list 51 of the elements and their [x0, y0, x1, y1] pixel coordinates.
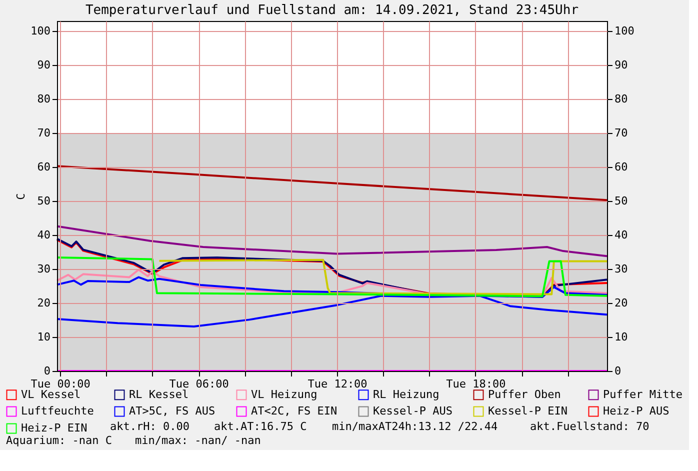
x-tick-label: Tue 00:00	[30, 378, 90, 390]
y-tick-label: 40	[37, 228, 50, 242]
legend-label: AT>5C, FS AUS	[129, 404, 216, 418]
x-tick-label: Tue 18:00	[446, 378, 506, 390]
legend-label: Puffer Mitte	[603, 388, 682, 401]
y2-tick-label: 60	[614, 160, 628, 174]
x-tick-label: Tue 12:00	[308, 378, 368, 390]
y-tick-label: 90	[37, 58, 50, 72]
line-series	[56, 165, 608, 202]
y-tick-label: 0	[44, 364, 50, 378]
legend-label: RL Kessel	[129, 388, 189, 401]
y-tick-label: 30	[37, 262, 50, 276]
text: akt.Fuellstand: 70	[530, 420, 650, 433]
y-tick-label: 70	[37, 126, 50, 140]
text: akt.rH: 0.00	[110, 420, 190, 433]
legend-label: Puffer Oben	[488, 388, 561, 401]
text: min/max: -nan/ -nan	[135, 434, 261, 447]
y2-tick-label: 70	[614, 126, 628, 140]
y2-tick-label: 30	[614, 262, 628, 276]
y2-tick-label: 50	[614, 194, 628, 208]
y2-tick-label: 90	[614, 58, 628, 72]
x-tick-label: Tue 06:00	[169, 378, 229, 390]
y2-tick-label: 100	[614, 24, 634, 38]
line-series	[158, 258, 608, 296]
y-tick-label: 100	[30, 24, 50, 38]
line-series	[56, 256, 608, 298]
legend-label: VL Heizung	[251, 388, 318, 401]
legend-label: RL Heizung	[373, 388, 440, 401]
legend-label: Luftfeuchte	[21, 404, 94, 418]
y2-tick-label: 80	[614, 92, 628, 106]
text: akt.AT:16.75 C	[214, 420, 307, 433]
y-tick-label: 50	[37, 194, 50, 208]
y-axis-title: C	[14, 193, 28, 200]
legend-label: Heiz-P EIN	[21, 422, 88, 434]
y2-tick-label: 20	[614, 296, 628, 310]
y-tick-label: 20	[37, 296, 50, 310]
legend-label: VL Kessel	[21, 388, 81, 401]
legend-label: AT<2C, FS EIN	[251, 404, 338, 418]
legend-label: Heiz-P AUS	[603, 404, 670, 418]
text: min/maxAT24h:13.12 /22.44	[332, 420, 498, 433]
chart-title: Temperaturverlauf und Fuellstand am: 14.09.2021, Stand 23:45Uhr	[85, 3, 579, 18]
line-series	[56, 225, 608, 258]
y-tick-label: 10	[37, 330, 50, 344]
text: Aquarium: -nan C	[6, 434, 112, 447]
legend-label: Kessel-P AUS	[373, 404, 452, 418]
y2-tick-label: 40	[614, 228, 628, 242]
legend-label: Kessel-P EIN	[488, 404, 568, 418]
y-tick-label: 80	[37, 92, 50, 106]
y2-tick-label: 10	[614, 330, 628, 344]
y-tick-label: 60	[37, 160, 50, 174]
y2-tick-label: 0	[614, 364, 622, 378]
